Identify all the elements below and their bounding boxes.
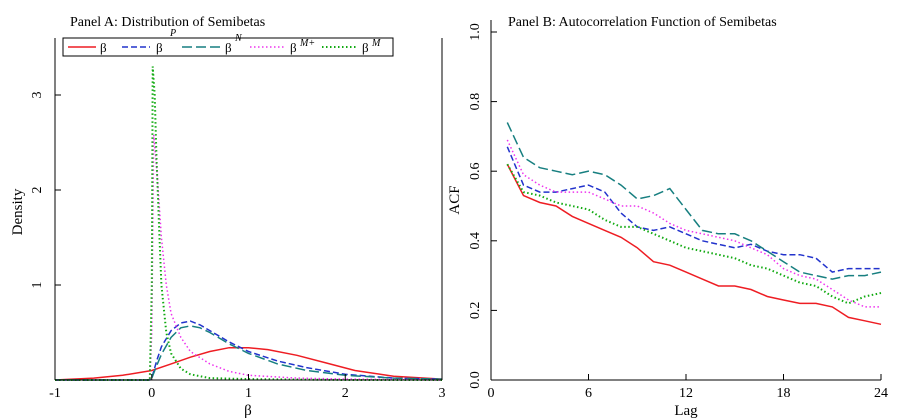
panel-b-series — [506, 122, 882, 326]
legend-label-beta-mminus: β — [362, 40, 369, 55]
panel-b-xlabel: Lag — [674, 403, 698, 419]
legend-sup-beta-p: P — [169, 28, 176, 39]
legend-sup-beta-mplus: M+ — [299, 38, 315, 49]
legend-label-beta: β — [100, 40, 107, 55]
panel-a-axes — [54, 38, 443, 381]
panel-b-ytick-label: 0.8 — [468, 93, 483, 111]
legend-label-beta-n: β — [225, 40, 232, 55]
panel-a-title: Panel A: Distribution of Semibetas — [70, 15, 265, 30]
panel-b-ylabel: ACF — [447, 185, 463, 214]
panel-b-ytick-label: 0.2 — [468, 302, 483, 320]
panel-b-ticks: 0 6 12 18 24 0.0 0.2 0.4 0.6 0.8 1.0 — [468, 23, 888, 401]
panel-b-xtick-label: 12 — [679, 386, 693, 401]
legend-label-beta-mplus: β — [290, 40, 297, 55]
panel-b-line-beta-mminus — [506, 163, 882, 305]
panel-a-ytick-label: 1 — [30, 282, 45, 289]
panel-a-xtick-label: 0 — [148, 386, 155, 401]
panel-b-line-beta-mplus — [506, 139, 881, 308]
panel-b: Panel B: Autocorrelation Function of Sem… — [447, 15, 888, 419]
panel-a-xlabel: β — [244, 403, 252, 419]
panel-a-line-beta-p — [55, 320, 443, 381]
panel-a-line-beta-n — [55, 325, 443, 381]
panel-a-xtick-label: 1 — [245, 386, 252, 401]
legend-sup-beta-mminus: M — [371, 38, 381, 49]
panel-b-xtick-label: 18 — [777, 386, 791, 401]
panel-b-xtick-label: 6 — [585, 386, 592, 401]
panel-b-ytick-label: 0.6 — [468, 162, 483, 180]
panel-b-xtick-label: 24 — [874, 386, 888, 401]
panel-b-ytick-label: 1.0 — [468, 23, 483, 41]
panel-a-xtick-label: 2 — [342, 386, 349, 401]
panel-b-ytick-label: 0.4 — [468, 232, 483, 250]
panel-b-line-beta — [506, 163, 882, 326]
panel-a-ticks: -1 0 1 2 3 1 2 3 — [30, 92, 446, 402]
panel-b-title: Panel B: Autocorrelation Function of Sem… — [508, 15, 777, 30]
legend-box — [62, 37, 394, 57]
panel-a-line-beta — [54, 346, 443, 381]
panel-b-axes — [490, 20, 881, 381]
panel-a-ytick-label: 2 — [30, 187, 45, 194]
panel-a-series — [54, 66, 443, 381]
panel-a: Panel A: Distribution of Semibetas -1 0 1 2… — [10, 15, 446, 419]
panel-a-line-beta-mminus — [55, 66, 442, 381]
legend-sup-beta-n: N — [234, 33, 243, 44]
panel-a-legend: β β P β N β M+ β M — [62, 28, 394, 57]
panel-a-xtick-label: -1 — [49, 386, 61, 401]
panel-a-ytick-label: 3 — [30, 92, 45, 99]
panel-b-xtick-label: 0 — [488, 386, 495, 401]
panel-b-line-beta-p — [506, 146, 881, 273]
panel-a-ylabel: Density — [10, 188, 26, 235]
panel-a-line-beta-mplus — [55, 134, 443, 381]
panel-a-xtick-label: 3 — [439, 386, 446, 401]
panel-b-ytick-label: 0.0 — [468, 371, 483, 389]
legend-label-beta-p: β — [156, 40, 163, 55]
panel-b-line-beta-n — [506, 122, 882, 280]
